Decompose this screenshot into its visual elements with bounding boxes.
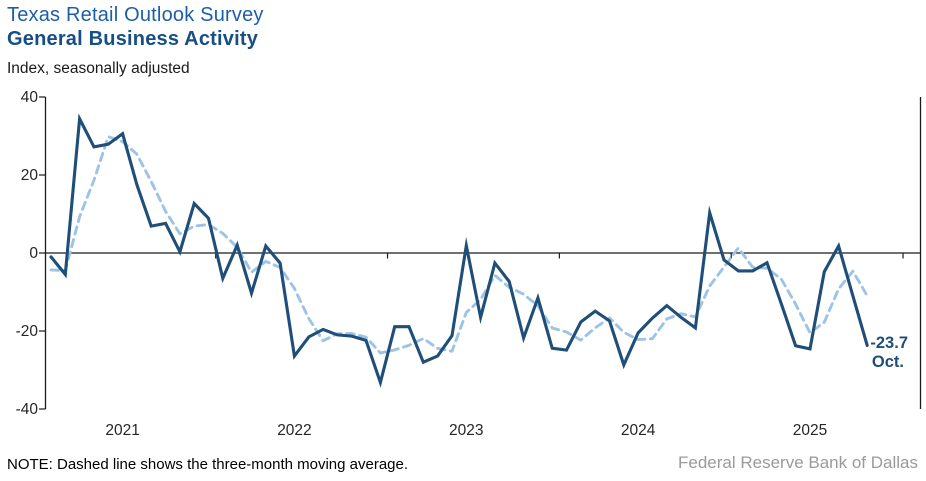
y-axis-label: 20	[21, 167, 39, 184]
last-value-number: -23.7	[870, 334, 908, 352]
x-axis-year-label: 2022	[277, 422, 311, 439]
y-axis-label: 40	[21, 89, 39, 106]
axis-units-label: Index, seasonally adjusted	[7, 60, 190, 77]
y-axis-label: -20	[16, 323, 39, 340]
chart-title: Texas Retail Outlook Survey	[7, 4, 264, 26]
x-axis-year-label: 2021	[105, 422, 139, 439]
x-axis-year-label: 2025	[793, 422, 827, 439]
chart-subtitle: General Business Activity	[7, 28, 259, 50]
x-axis-year-label: 2023	[449, 422, 483, 439]
source-attribution: Federal Reserve Bank of Dallas	[677, 453, 918, 472]
last-value-annotation: -23.7 Oct.	[856, 334, 908, 372]
monthly-index-line	[49, 113, 869, 388]
moving-average-line	[49, 135, 869, 355]
footnote: NOTE: Dashed line shows the three-month …	[7, 456, 409, 473]
y-axis-label: 0	[29, 245, 38, 262]
x-axis-year-label: 2024	[621, 422, 656, 439]
last-value-month: Oct.	[871, 353, 904, 371]
y-axis-label: -40	[16, 401, 39, 418]
